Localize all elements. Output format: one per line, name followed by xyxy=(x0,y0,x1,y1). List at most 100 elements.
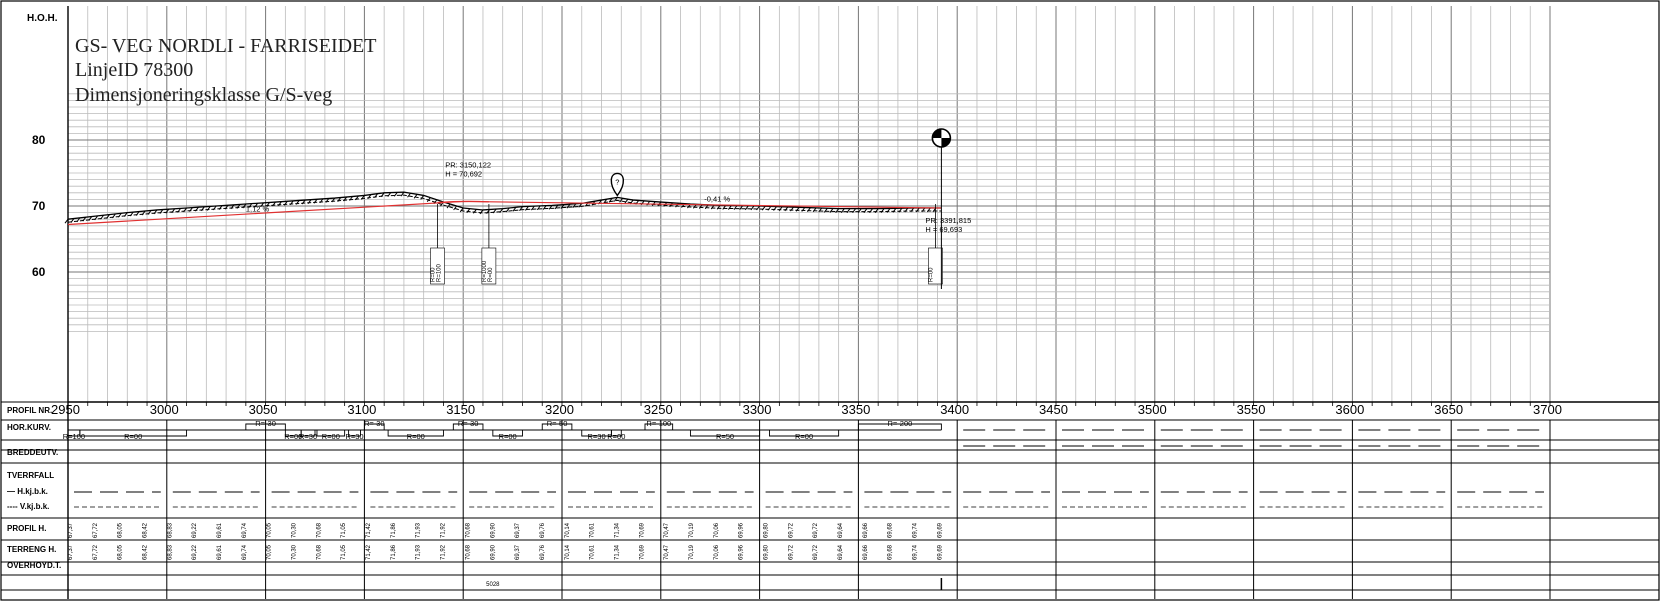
terrain-hatch xyxy=(767,206,772,211)
terrain-hatch xyxy=(857,208,862,213)
terrain-hatch xyxy=(886,208,891,213)
terrain-hatch xyxy=(756,205,760,211)
terrain-hatch xyxy=(453,205,458,211)
terrain-hatch xyxy=(710,204,715,210)
gradient-label: 1,12 % xyxy=(246,204,270,213)
terrain-height-value: 70,14 xyxy=(565,544,571,560)
terrain-hatch xyxy=(283,200,288,206)
hor-curve-segment xyxy=(644,423,674,430)
terrain-height-value: 71,92 xyxy=(441,544,447,560)
terrain-hatch xyxy=(88,216,93,221)
terrain-hatch xyxy=(823,207,828,213)
station-label: 3200 xyxy=(545,402,574,417)
terrain-hatch xyxy=(153,209,158,215)
hor-curve-label: R=50 xyxy=(716,432,734,441)
terrain-hatch xyxy=(863,208,868,213)
terrain-hatch xyxy=(566,203,571,209)
profile-height-value: 70,05 xyxy=(267,522,273,538)
curve-radius-label: R=00 xyxy=(928,267,934,282)
profile-height-value: 70,47 xyxy=(664,522,670,538)
terrain-height-value: 69,66 xyxy=(863,544,869,560)
terrain-hatch xyxy=(646,200,651,206)
profile-height-value: 70,69 xyxy=(639,522,645,538)
terrain-hatch xyxy=(325,198,330,203)
design-profile xyxy=(67,200,942,226)
hor-curve-segment xyxy=(610,430,622,437)
terrain-height-value: 69,72 xyxy=(813,544,819,560)
profile-height-value: 71,92 xyxy=(441,522,447,538)
terrain-hatch xyxy=(807,207,811,212)
terrain-hatch xyxy=(278,201,282,206)
terrain-hatch xyxy=(230,204,235,210)
profile-height-value: 70,30 xyxy=(292,522,298,538)
terrain-hatch xyxy=(446,203,451,209)
hor-curve-label: R=-100 xyxy=(646,419,671,428)
curve-radius-label: R=100 xyxy=(437,263,443,282)
terrain-hatch xyxy=(319,198,324,204)
terrain-hatch xyxy=(744,205,749,211)
terrain-hatch xyxy=(554,204,559,210)
terrain-height-value: 70,61 xyxy=(590,544,596,560)
terrain-hatch xyxy=(790,206,794,212)
profile-height-value: 69,37 xyxy=(515,522,521,538)
hor-curve-label: R=00 xyxy=(124,432,142,441)
profile-height-value: 70,61 xyxy=(590,522,596,538)
terrain-hatch xyxy=(307,199,312,204)
terrain-height-value: 70,68 xyxy=(465,544,471,560)
terrain-hatch xyxy=(624,198,629,204)
terrain-hatch xyxy=(727,205,732,210)
terrain-hatch xyxy=(400,191,405,197)
terrain-hatch xyxy=(123,212,128,217)
hor-curve-label: R=-30 xyxy=(458,419,479,428)
terrain-height-value: 69,74 xyxy=(913,544,919,560)
terrain-hatch xyxy=(129,211,134,217)
hor-curve-segment xyxy=(300,430,316,437)
curve-label-box xyxy=(481,247,497,285)
profile-height-value: 70,14 xyxy=(565,522,571,538)
terrain-hatch xyxy=(301,199,306,205)
terrain-height-value: 71,93 xyxy=(416,544,422,560)
curve-radius-label: R=00 xyxy=(488,267,494,282)
station-label: 3550 xyxy=(1237,402,1266,417)
terrain-hatch xyxy=(76,217,81,223)
overhoyde-row: 5028 xyxy=(486,578,943,590)
end-point-station: PR: 3391,815 xyxy=(925,216,971,225)
hor-curve-segment xyxy=(541,423,573,430)
elevation-axis-title: H.O.H. xyxy=(27,13,58,24)
terrain-height-value: 68,05 xyxy=(118,544,124,560)
hor-curve-label: R=30 xyxy=(345,432,363,441)
station-label: 2950 xyxy=(51,402,80,417)
terrain-hatch xyxy=(343,196,348,202)
terrain-height-value: 69,80 xyxy=(764,544,770,560)
profile-height-value: 69,80 xyxy=(764,522,770,538)
hor-curve-label: R=00 xyxy=(322,432,340,441)
terrain-height-value: 67,72 xyxy=(93,544,99,560)
terrain-height-values: 67,37 67,72 68,05 68,42 68,83 69,22 69,61 69,74… xyxy=(68,544,943,560)
terrain-hatch xyxy=(548,205,553,210)
terrain-hatch xyxy=(380,192,385,198)
terrain-height-value: 71,86 xyxy=(391,544,397,560)
terrain-hatch xyxy=(100,214,104,220)
terrain-hatch xyxy=(82,216,87,222)
terrain-hatch xyxy=(704,204,709,210)
terrain-hatch xyxy=(874,208,879,213)
hor-curve-label: R=00 xyxy=(284,432,302,441)
terrain-hatch xyxy=(171,208,176,214)
profile-height-value: 69,90 xyxy=(490,522,496,538)
profile-height-value: 69,74 xyxy=(242,522,248,538)
terrain-height-value: 69,61 xyxy=(217,544,223,560)
terrain-hatch xyxy=(603,198,608,204)
terrain-hatch xyxy=(560,204,565,209)
terrain-height-value: 68,83 xyxy=(167,544,173,560)
curve-label-box xyxy=(430,247,445,285)
station-label: 3600 xyxy=(1335,402,1364,417)
terrain-hatch xyxy=(852,208,856,213)
row-label-left-edge: ---- V.kj.b.k. xyxy=(7,502,49,511)
row-label-crossfall: TVERRFALL xyxy=(7,471,54,480)
end-point-height: H = 69,693 xyxy=(925,225,962,234)
terrain-height-value: 71,34 xyxy=(614,544,620,560)
terrain-hatch xyxy=(337,197,342,202)
terrain-hatch xyxy=(183,207,187,213)
hor-curve-segment xyxy=(492,430,523,437)
